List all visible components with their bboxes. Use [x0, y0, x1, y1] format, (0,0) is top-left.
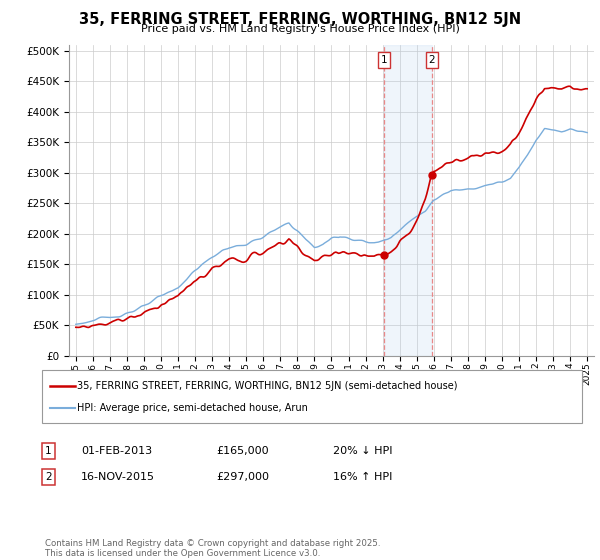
Text: 16-NOV-2015: 16-NOV-2015	[81, 472, 155, 482]
Text: 2: 2	[428, 55, 435, 65]
Text: £165,000: £165,000	[216, 446, 269, 456]
Text: 01-FEB-2013: 01-FEB-2013	[81, 446, 152, 456]
Text: HPI: Average price, semi-detached house, Arun: HPI: Average price, semi-detached house,…	[77, 403, 308, 413]
Text: 2: 2	[45, 472, 52, 482]
Text: Contains HM Land Registry data © Crown copyright and database right 2025.
This d: Contains HM Land Registry data © Crown c…	[45, 539, 380, 558]
Text: 1: 1	[45, 446, 52, 456]
Text: 1: 1	[380, 55, 388, 65]
Text: Price paid vs. HM Land Registry's House Price Index (HPI): Price paid vs. HM Land Registry's House …	[140, 24, 460, 34]
Text: 35, FERRING STREET, FERRING, WORTHING, BN12 5JN: 35, FERRING STREET, FERRING, WORTHING, B…	[79, 12, 521, 27]
Text: 20% ↓ HPI: 20% ↓ HPI	[333, 446, 392, 456]
Text: £297,000: £297,000	[216, 472, 269, 482]
Text: 16% ↑ HPI: 16% ↑ HPI	[333, 472, 392, 482]
Bar	[384, 45, 432, 356]
Text: 35, FERRING STREET, FERRING, WORTHING, BN12 5JN (semi-detached house): 35, FERRING STREET, FERRING, WORTHING, B…	[77, 381, 457, 390]
